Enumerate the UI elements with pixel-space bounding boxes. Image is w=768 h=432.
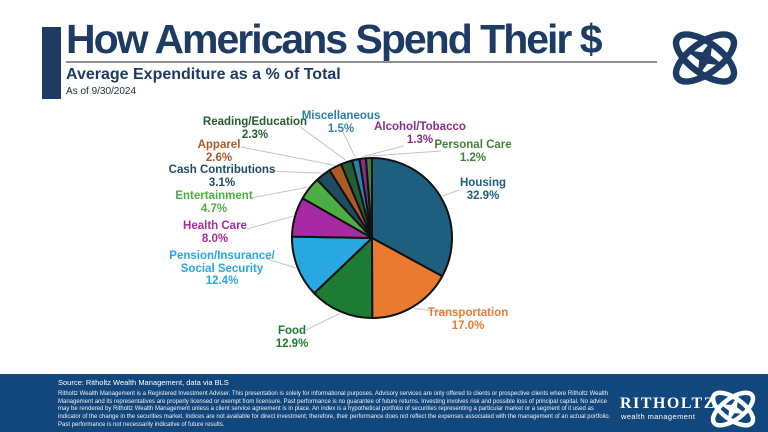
pie-label-line: Alcohol/Tobacco — [374, 121, 466, 133]
pie-label-line: 8.0% — [201, 232, 229, 245]
pie-label-miscellaneous: Miscellaneous 1.5% — [302, 110, 381, 135]
leader-line-apparel — [240, 146, 335, 166]
pie-label-line: 17.0% — [451, 319, 485, 332]
pie-label-line: 32.9% — [466, 189, 500, 202]
ritholtz-gyroscope-logo-icon — [710, 390, 756, 428]
pie-slice-transportation — [371, 237, 444, 319]
pie-label-line: Health Care — [183, 220, 247, 232]
pie-label-alcohol-tobacco: Alcohol/Tobacco 1.3% — [374, 121, 466, 146]
leader-line-health-care — [246, 215, 294, 230]
as-of-date: As of 9/30/2024 — [66, 86, 137, 97]
pie-label-line: 4.7% — [200, 202, 228, 215]
pie-label-housing: Housing 32.9% — [460, 177, 506, 202]
chart-subtitle: Average Expenditure as a % of Total — [66, 66, 341, 83]
pie-slice-pension-insurance-social-security — [291, 235, 373, 295]
leader-line-alcohol-tobacco — [362, 145, 405, 158]
disclaimer-text: Ritholtz Wealth Management is a Register… — [58, 391, 611, 428]
pie-label-line: Entertainment — [175, 190, 253, 202]
pie-label-line: Personal Care — [434, 139, 512, 151]
leader-line-pension-insurance-social-security — [266, 258, 296, 269]
source-note: Source: Ritholtz Wealth Management, data… — [58, 378, 229, 387]
pie-label-line: 12.9% — [275, 337, 309, 350]
ritholtz-gyroscope-logo-icon — [672, 31, 738, 85]
pie-label-food: Food 12.9% — [276, 325, 309, 350]
leader-line-entertainment — [250, 186, 308, 199]
pie-label-pension-insurance-social-security: Pension/Insurance/Social Security 12.4% — [169, 250, 274, 288]
pie-label-line: Housing — [460, 177, 506, 189]
pie-label-entertainment: Entertainment 4.7% — [175, 190, 252, 215]
title-accent-bar — [42, 27, 61, 99]
brand-name: RITHOLTZ — [620, 395, 716, 412]
pie-label-line: 1.2% — [459, 151, 487, 164]
pie-label-line: 1.3% — [406, 133, 434, 146]
leader-line-food — [305, 312, 341, 331]
pie-label-health-care: Health Care 8.0% — [183, 220, 247, 245]
pie-label-line: 2.3% — [241, 128, 269, 141]
pie-label-cash-contributions: Cash Contributions 3.1% — [169, 164, 276, 189]
pie-slice-housing — [371, 157, 453, 278]
leader-line-housing — [442, 189, 460, 197]
pie-label-line: 1.5% — [327, 122, 355, 135]
footer-brand: RITHOLTZ wealth management — [618, 390, 760, 432]
leader-line-cash-contributions — [266, 170, 322, 174]
pie-label-transportation: Transportation 17.0% — [428, 307, 509, 332]
pie-label-line: Apparel — [197, 139, 241, 151]
pie-label-line: Social Security — [180, 262, 264, 275]
page-title: How Americans Spend Their $ — [66, 16, 603, 62]
pie-label-personal-care: Personal Care 1.2% — [434, 139, 511, 164]
leader-line-miscellaneous — [342, 131, 356, 158]
leader-line-transportation — [413, 307, 450, 314]
pie-label-line: 2.6% — [205, 151, 233, 164]
pie-label-line: 3.1% — [208, 176, 236, 189]
pie-slice-food — [313, 237, 374, 320]
leader-line-personal-care — [368, 150, 442, 157]
pie-label-line: Miscellaneous — [301, 110, 381, 122]
brand-tagline: wealth management — [621, 412, 696, 421]
pie-label-apparel: Apparel 2.6% — [198, 139, 241, 164]
pie-slice-personal-care — [364, 157, 373, 239]
title-underline — [66, 61, 657, 63]
pie-label-line: Cash Contributions — [168, 164, 276, 176]
pie-label-line: Transportation — [427, 307, 509, 319]
pie-label-line: 12.4% — [205, 275, 239, 287]
pie-label-line: Food — [277, 325, 307, 337]
pie-label-line: Reading/Education — [202, 116, 308, 128]
pie-label-reading-education: Reading/Education 2.3% — [203, 116, 307, 141]
pie-label-line: Pension/Insurance/ — [169, 250, 275, 262]
footer-band: Source: Ritholtz Wealth Management, data… — [0, 374, 768, 432]
leader-line-reading-education — [298, 125, 347, 161]
